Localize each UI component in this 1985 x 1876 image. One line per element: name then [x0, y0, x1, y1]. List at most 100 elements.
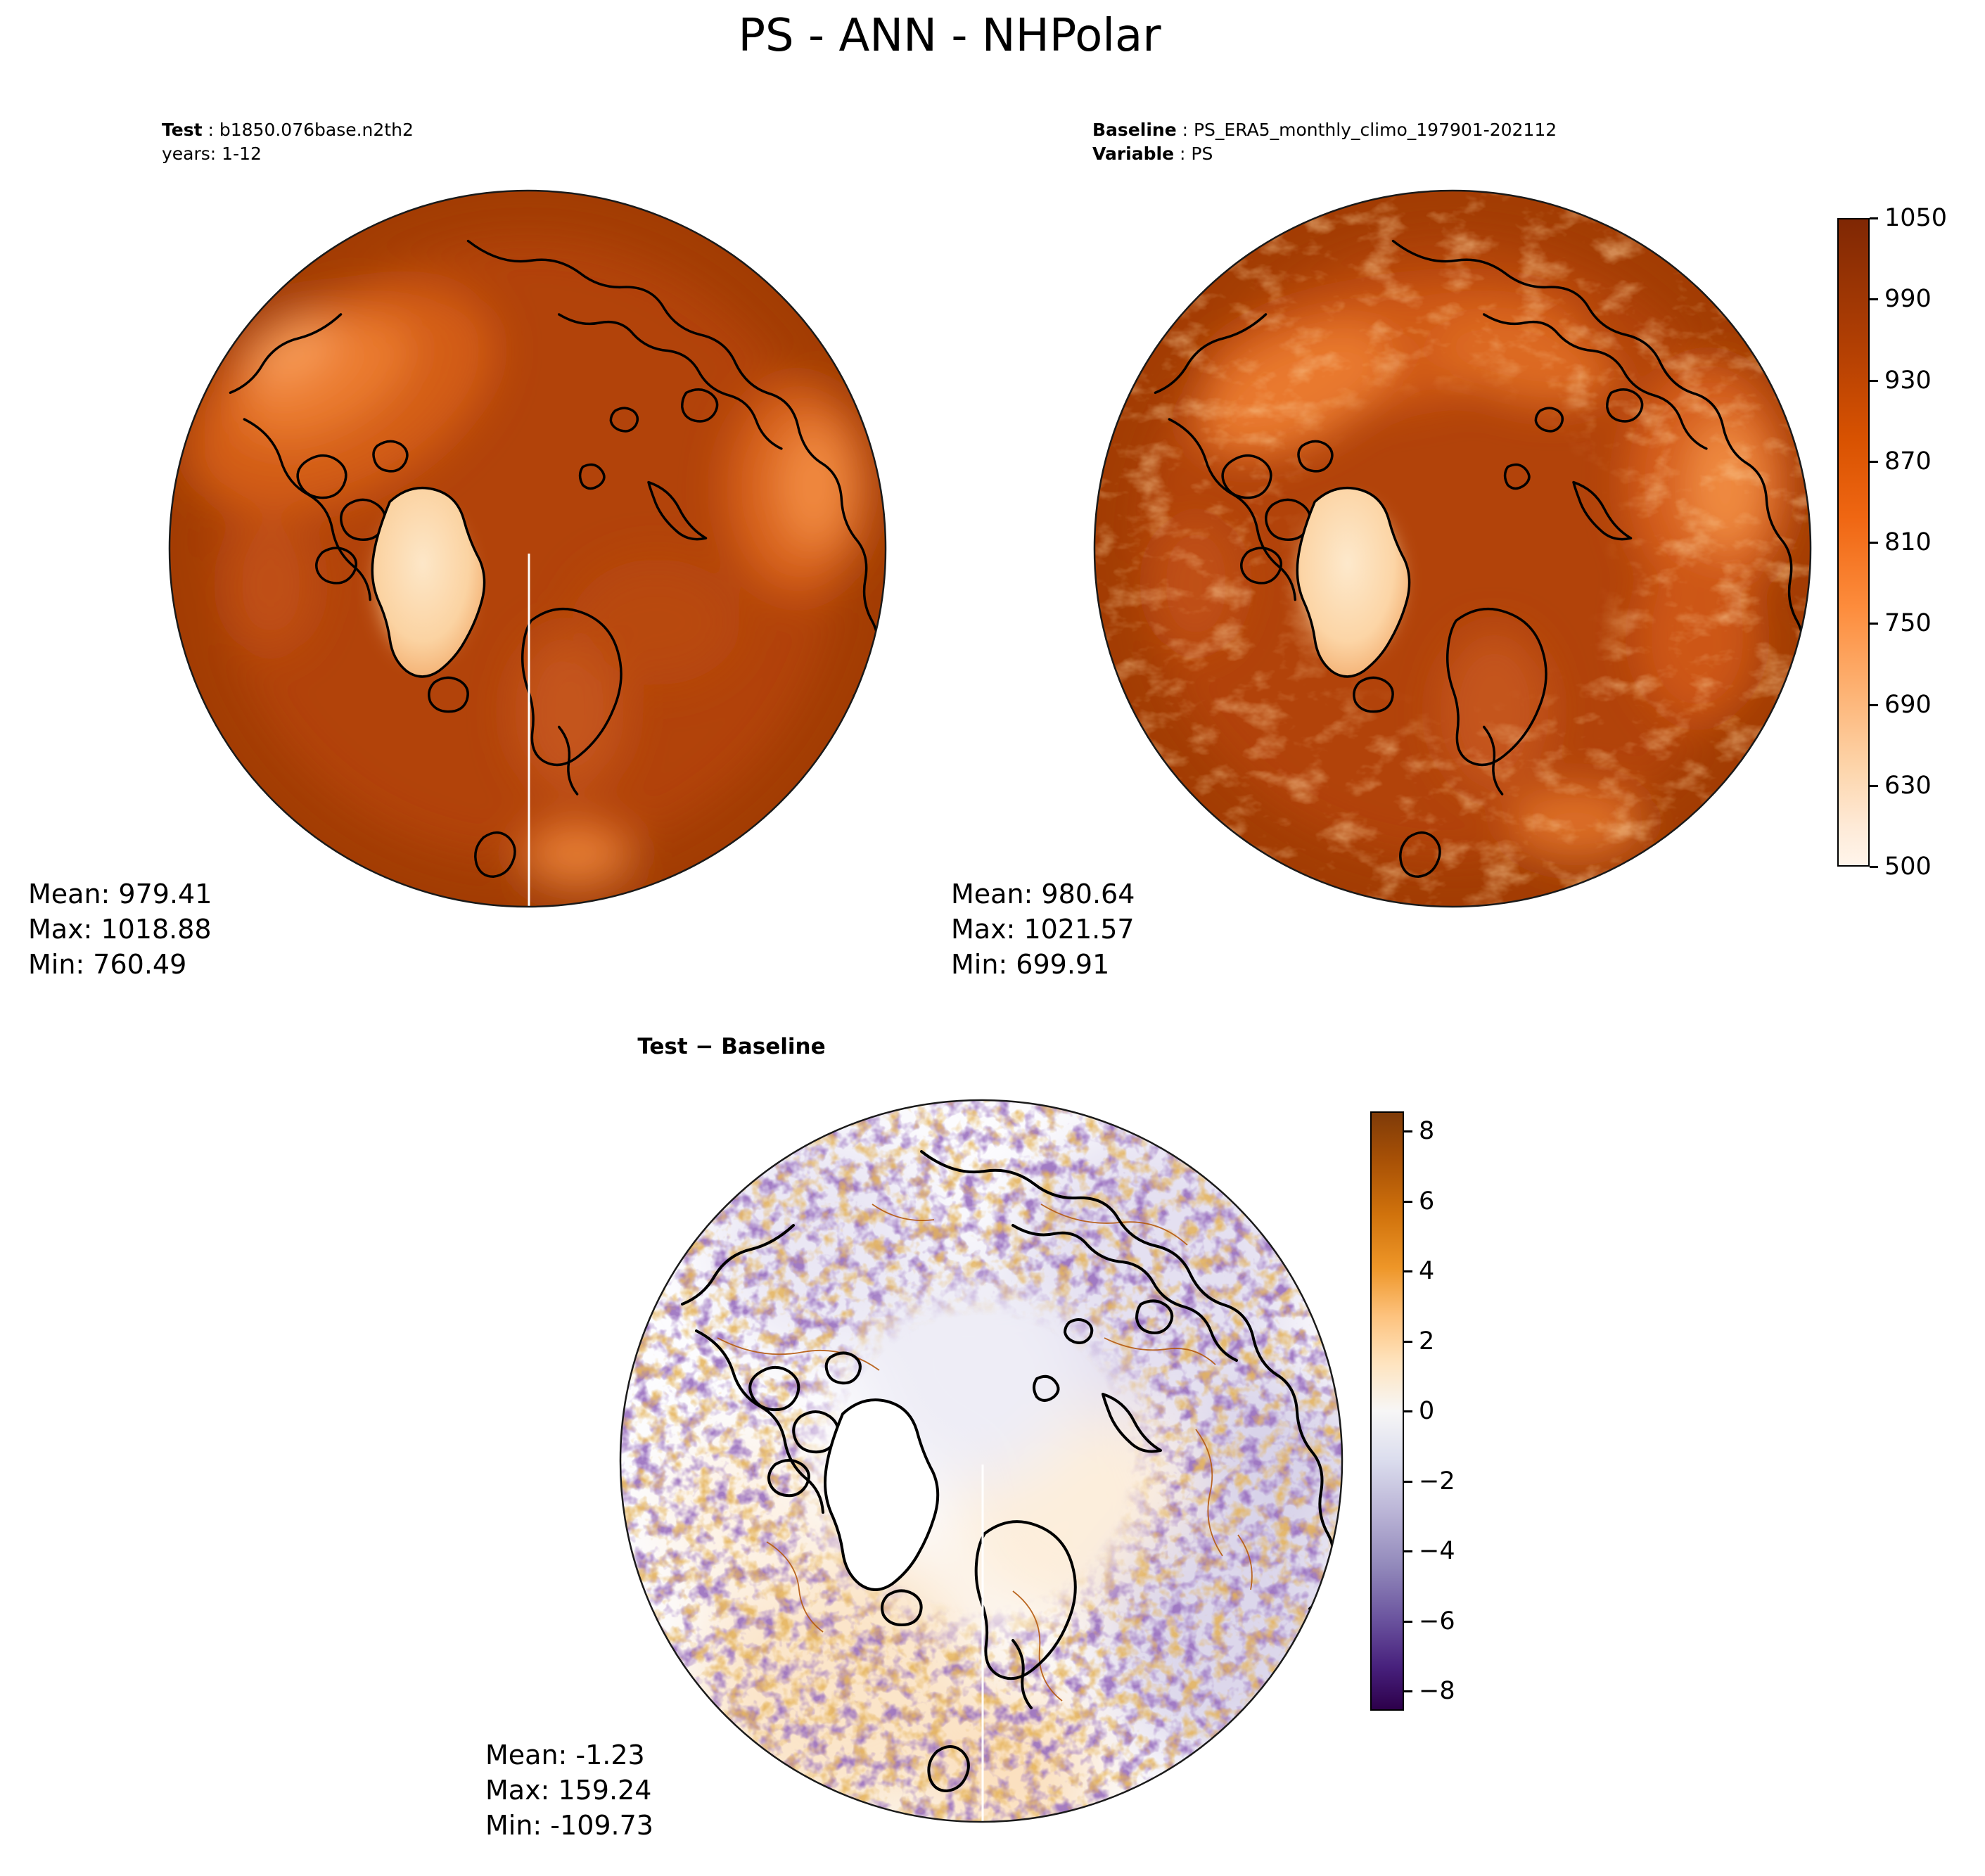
map-boundary: [619, 1099, 1343, 1823]
tick-label: 8: [1419, 1117, 1435, 1145]
tick-mark: [1870, 541, 1878, 544]
variable-label: Variable: [1092, 143, 1175, 164]
tick-label: 690: [1884, 691, 1932, 719]
pressure-shading: [169, 190, 886, 907]
colorbar-tick: 4: [1404, 1257, 1434, 1285]
baseline-map: [1092, 189, 1813, 909]
page-title: PS - ANN - NHPolar: [738, 10, 1161, 62]
tick-label: −4: [1419, 1537, 1455, 1565]
tick-mark: [1404, 1340, 1412, 1343]
test-years: years: 1-12: [162, 143, 262, 164]
baseline-sep: :: [1176, 120, 1194, 140]
variable-sep: :: [1174, 143, 1192, 164]
test-sep: :: [202, 120, 219, 140]
diff-min: Min: -109.73: [485, 1810, 653, 1841]
test-header-line1: Test : b1850.076base.n2th2: [162, 118, 414, 142]
tick-mark: [1870, 298, 1878, 300]
test-label: Test: [162, 120, 203, 140]
tick-label: 2: [1419, 1327, 1435, 1355]
diff-stats: Mean: -1.23 Max: 159.24 Min: -109.73: [485, 1737, 653, 1843]
diff-panel-title: Test − Baseline: [637, 1034, 826, 1059]
tick-label: 990: [1884, 285, 1932, 313]
diff-max: Max: 159.24: [485, 1775, 652, 1806]
tick-mark: [1404, 1130, 1412, 1132]
colorbar-tick: 870: [1870, 447, 1932, 476]
tick-mark: [1870, 865, 1878, 868]
map-boundary: [1093, 189, 1812, 908]
colorbar-tick: 500: [1870, 853, 1932, 881]
baseline-mean: Mean: 980.64: [951, 879, 1135, 910]
test-mean: Mean: 979.41: [28, 879, 212, 910]
test-stats: Mean: 979.41 Max: 1018.88 Min: 760.49: [28, 876, 212, 982]
colorbar-tick: 750: [1870, 609, 1932, 637]
tick-label: 870: [1884, 447, 1932, 476]
baseline-header-line2: Variable : PS: [1092, 142, 1557, 166]
baseline-stats: Mean: 980.64 Max: 1021.57 Min: 699.91: [951, 876, 1135, 982]
pressure-colorbar-gradient: [1837, 218, 1870, 867]
tick-label: −8: [1419, 1677, 1455, 1705]
tick-label: 930: [1884, 366, 1932, 395]
tick-mark: [1870, 460, 1878, 463]
test-max: Max: 1018.88: [28, 914, 212, 945]
tick-label: 1050: [1884, 204, 1948, 232]
diff-mean: Mean: -1.23: [485, 1740, 645, 1770]
baseline-label: Baseline: [1092, 120, 1177, 140]
tick-label: 0: [1419, 1397, 1435, 1425]
colorbar-tick: −8: [1404, 1677, 1455, 1705]
diff-colorbar: 8 6 4 2 0 −2 −4 −6 −8: [1370, 1111, 1518, 1714]
tick-label: 750: [1884, 609, 1932, 637]
tick-mark: [1404, 1480, 1412, 1483]
tick-mark: [1404, 1270, 1412, 1272]
colorbar-tick: 0: [1404, 1397, 1434, 1425]
tick-label: 500: [1884, 853, 1932, 881]
test-min: Min: 760.49: [28, 949, 187, 980]
tick-mark: [1404, 1410, 1412, 1412]
positive-speckle: [620, 1100, 1342, 1822]
tick-mark: [1870, 703, 1878, 706]
tick-label: 6: [1419, 1187, 1435, 1215]
baseline-min: Min: 699.91: [951, 949, 1110, 980]
colorbar-tick: 2: [1404, 1327, 1434, 1355]
colorbar-tick: −4: [1404, 1537, 1455, 1565]
colorbar-tick: 810: [1870, 528, 1932, 556]
test-map: [167, 189, 888, 909]
colorbar-tick: 990: [1870, 285, 1932, 313]
baseline-map-fill: [1094, 190, 1811, 907]
diff-map-svg: [619, 1099, 1343, 1823]
tick-mark: [1404, 1550, 1412, 1552]
colorbar-tick: 6: [1404, 1187, 1434, 1215]
tick-mark: [1870, 379, 1878, 382]
variable-value: PS: [1191, 143, 1213, 164]
tick-mark: [1404, 1200, 1412, 1203]
test-panel-header: Test : b1850.076base.n2th2 years: 1-12: [162, 118, 414, 166]
tick-label: 630: [1884, 772, 1932, 800]
baseline-map-svg: [1093, 189, 1812, 908]
colorbar-tick: −2: [1404, 1467, 1455, 1495]
tick-label: −6: [1419, 1607, 1455, 1635]
map-boundary: [168, 189, 887, 908]
diff-map: [619, 1099, 1343, 1823]
tick-mark: [1870, 217, 1878, 219]
tick-mark: [1404, 1690, 1412, 1692]
colorbar-tick: 930: [1870, 366, 1932, 395]
baseline-max: Max: 1021.57: [951, 914, 1135, 945]
test-map-fill: [169, 190, 886, 907]
baseline-panel-header: Baseline : PS_ERA5_monthly_climo_197901-…: [1092, 118, 1557, 166]
tick-label: −2: [1419, 1467, 1455, 1495]
baseline-header-line1: Baseline : PS_ERA5_monthly_climo_197901-…: [1092, 118, 1557, 142]
terrain-texture: [1094, 190, 1811, 907]
diff-colorbar-gradient: [1370, 1111, 1404, 1711]
colorbar-tick: 690: [1870, 691, 1932, 719]
baseline-dataset-name: PS_ERA5_monthly_climo_197901-202112: [1193, 120, 1557, 140]
tick-mark: [1870, 784, 1878, 787]
colorbar-tick: 1050: [1870, 204, 1947, 232]
tick-mark: [1870, 622, 1878, 625]
tick-label: 4: [1419, 1257, 1435, 1285]
diff-map-fill: [620, 1100, 1342, 1822]
colorbar-tick: −6: [1404, 1607, 1455, 1635]
test-dataset-name: b1850.076base.n2th2: [219, 120, 414, 140]
tick-mark: [1404, 1620, 1412, 1623]
colorbar-tick: 8: [1404, 1117, 1434, 1145]
pressure-colorbar: 1050 990 930 870 810 750 690 630 500: [1837, 204, 1985, 881]
